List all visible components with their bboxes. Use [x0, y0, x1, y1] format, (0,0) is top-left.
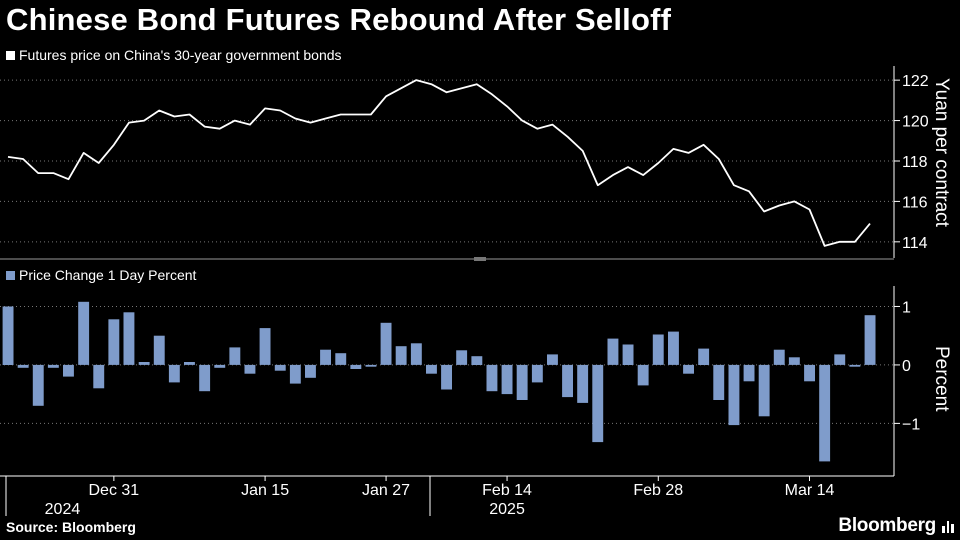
- change-legend-label: Price Change 1 Day Percent: [19, 267, 197, 283]
- x-year-label: 2025: [489, 501, 525, 518]
- x-tick-label: Jan 27: [362, 482, 410, 499]
- change-bar: [471, 356, 483, 365]
- change-bar: [380, 322, 392, 365]
- price-y-tick-label: 116: [902, 194, 928, 211]
- change-bar: [184, 362, 195, 365]
- change-bar: [410, 343, 422, 365]
- change-bar: [93, 364, 105, 389]
- change-legend: Price Change 1 Day Percent: [6, 267, 196, 283]
- change-bar: [289, 364, 301, 384]
- change-bar: [562, 364, 573, 398]
- change-y-axis-label: Percent: [931, 346, 952, 412]
- x-tick-label: Feb 28: [633, 482, 683, 499]
- change-y-ticks: −1 0 1: [894, 299, 920, 433]
- change-bar: [834, 354, 846, 365]
- change-bar: [456, 350, 468, 365]
- change-bar: [47, 364, 59, 368]
- bloomberg-logo: Bloomberg: [838, 515, 936, 536]
- change-bar: [622, 344, 634, 365]
- change-bar: [63, 364, 74, 377]
- x-tick-label: Jan 15: [241, 482, 289, 499]
- change-bar: [773, 349, 785, 365]
- change-bar: [849, 364, 861, 367]
- change-bar: [78, 301, 90, 365]
- x-axis-ticks: Dec 31 Jan 15 Jan 27 Feb 14 Feb 28 Mar 14 2024…: [5, 476, 835, 518]
- x-year-label: 2024: [45, 501, 81, 518]
- change-bar: [335, 353, 347, 365]
- change-bar: [214, 364, 226, 368]
- change-bar: [229, 347, 241, 365]
- change-bar: [350, 364, 362, 369]
- price-y-axis-label: Yuan per contract: [931, 78, 952, 228]
- price-y-tick-label: 114: [902, 235, 928, 252]
- change-bar: [531, 364, 543, 383]
- change-bar: [668, 331, 679, 365]
- change-bar: [365, 364, 377, 367]
- change-bar: [244, 364, 256, 374]
- change-bar: [728, 364, 740, 426]
- divider-handle: [474, 257, 486, 261]
- change-bar: [305, 364, 316, 378]
- source-note: Source: Bloomberg: [6, 519, 136, 535]
- change-bar: [819, 364, 831, 462]
- change-bar: [804, 364, 815, 382]
- change-bar: [788, 357, 800, 365]
- change-bar: [637, 364, 649, 386]
- change-bar: [592, 364, 604, 443]
- change-bar: [713, 364, 725, 400]
- price-line: [7, 79, 871, 247]
- change-bar: [138, 362, 150, 365]
- change-bars: [2, 301, 876, 462]
- change-bar: [501, 364, 513, 395]
- change-bar: [547, 354, 558, 365]
- change-bar: [652, 334, 664, 365]
- change-bar: [168, 364, 180, 383]
- change-bar: [153, 335, 165, 365]
- x-tick-label: Dec 31: [89, 482, 140, 499]
- change-bar: [683, 364, 694, 374]
- change-y-tick-label: 1: [902, 299, 911, 316]
- price-gridlines: [0, 79, 894, 243]
- price-legend: Futures price on China's 30-year governm…: [6, 47, 342, 63]
- change-bar: [864, 315, 876, 365]
- change-bar: [395, 346, 407, 365]
- price-legend-swatch: [6, 50, 15, 60]
- change-bar: [320, 349, 331, 365]
- bloomberg-bars-icon: [942, 519, 955, 533]
- chart-title: Chinese Bond Futures Rebound After Sello…: [6, 2, 672, 37]
- change-bar: [123, 312, 135, 365]
- change-y-tick-label: −1: [902, 416, 920, 433]
- change-bar: [758, 364, 770, 417]
- change-bar: [698, 348, 710, 365]
- price-y-tick-label: 120: [902, 114, 929, 131]
- change-bar: [17, 364, 29, 368]
- change-bar: [2, 306, 14, 365]
- change-bar: [486, 364, 498, 392]
- x-tick-label: Feb 14: [482, 482, 532, 499]
- change-legend-swatch: [6, 270, 15, 280]
- change-bar: [577, 364, 589, 403]
- change-bar: [259, 328, 271, 365]
- change-bar: [32, 364, 44, 406]
- change-bar: [274, 364, 286, 371]
- x-tick-label: Mar 14: [785, 482, 835, 499]
- change-bar: [743, 364, 755, 382]
- change-panel: −1 0 1 Percent: [0, 286, 952, 476]
- price-legend-label: Futures price on China's 30-year governm…: [19, 47, 342, 63]
- change-bar: [607, 338, 619, 365]
- price-panel: 114 116 118 120 122 Yuan per contract: [0, 66, 952, 258]
- price-y-ticks: 114 116 118 120 122: [894, 73, 929, 252]
- change-bar: [426, 364, 437, 374]
- change-y-tick-label: 0: [902, 358, 911, 375]
- change-bar: [441, 364, 452, 390]
- change-bar: [108, 319, 120, 365]
- price-y-tick-label: 122: [902, 73, 929, 90]
- change-bar: [199, 364, 211, 392]
- change-bar: [516, 364, 528, 400]
- price-y-tick-label: 118: [902, 154, 928, 171]
